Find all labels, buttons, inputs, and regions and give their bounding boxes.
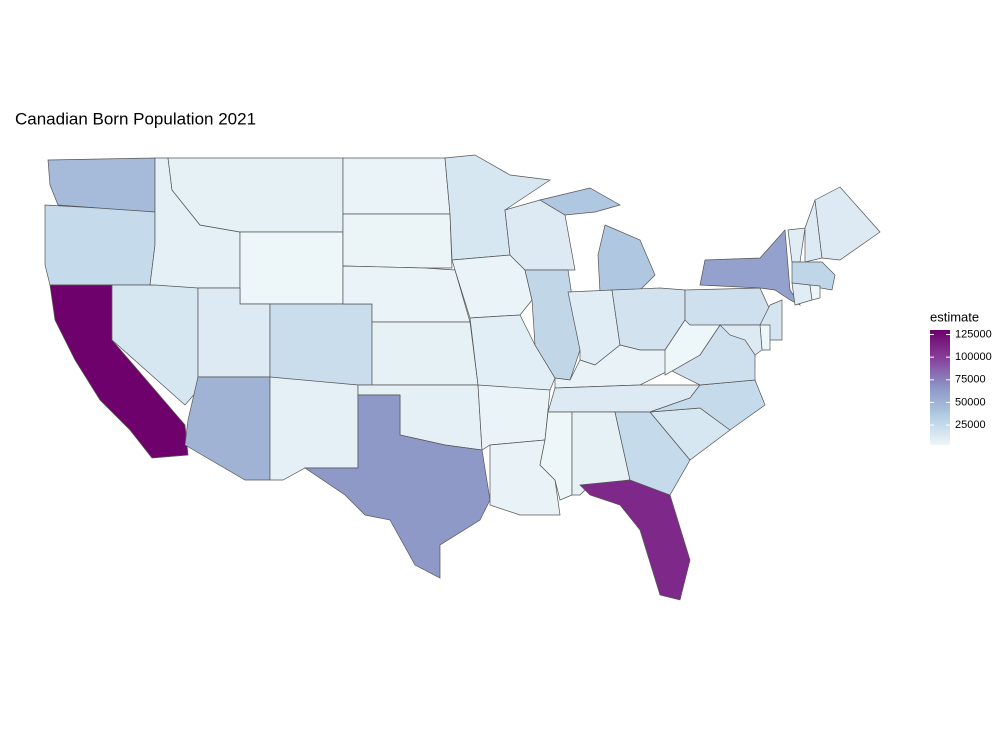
state-region	[303, 394, 491, 579]
state-region	[47, 157, 156, 213]
color-bar-label: 125000	[955, 328, 992, 340]
state-region	[791, 282, 813, 306]
state-region	[44, 204, 156, 286]
color-bar	[930, 330, 950, 445]
state-region	[184, 376, 271, 481]
state-region	[814, 186, 881, 261]
state-region	[579, 479, 691, 601]
color-bar-label: 100000	[955, 351, 992, 363]
state-region	[269, 376, 359, 481]
color-bar-label: 75000	[955, 374, 986, 386]
chart-title: Canadian Born Population 2021	[15, 109, 256, 128]
state-region	[269, 303, 373, 386]
state-region	[787, 227, 806, 263]
state-region	[371, 321, 479, 386]
state-region	[342, 157, 451, 215]
state-region	[719, 324, 763, 356]
color-bar-label: 25000	[955, 419, 986, 431]
state-region	[649, 379, 766, 431]
state-region	[809, 284, 821, 301]
state-region	[239, 231, 344, 305]
color-bar-label: 50000	[955, 396, 986, 408]
state-region	[342, 213, 453, 269]
state-region	[791, 261, 836, 291]
legend-title: estimate	[930, 309, 979, 324]
state-region	[684, 287, 771, 326]
